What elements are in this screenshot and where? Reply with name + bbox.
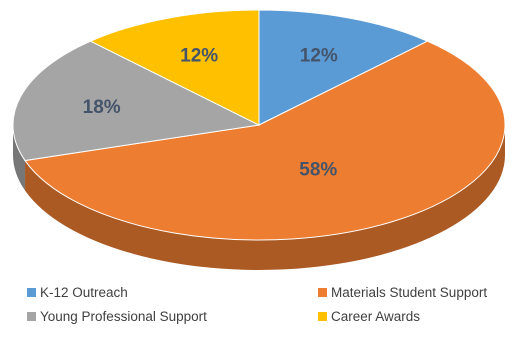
pie-label-young-professional-support: 18% xyxy=(83,97,121,118)
pie-label-k12-outreach: 12% xyxy=(300,45,338,66)
pie-label-materials-student-support: 58% xyxy=(299,160,337,181)
pie-side-young-professional-support xyxy=(13,125,26,191)
pie-slice-career-awards xyxy=(89,9,260,126)
pie-slice-materials-student-support xyxy=(24,40,506,241)
pie-sides xyxy=(13,125,505,270)
pie-slice-k12-outreach xyxy=(258,9,429,126)
pie-labels: 12% 58% 18% 12% xyxy=(83,45,338,180)
pie-label-career-awards: 12% xyxy=(180,45,218,66)
pie-slices xyxy=(12,9,506,241)
pie-slice-young-professional-support xyxy=(12,40,261,162)
pie-side-materials-student-support xyxy=(25,125,505,270)
